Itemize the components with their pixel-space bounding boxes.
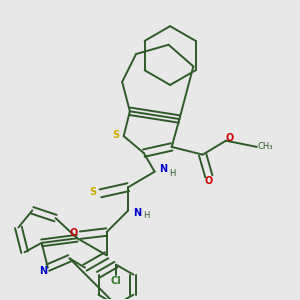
Text: O: O	[69, 228, 78, 238]
Text: H: H	[143, 212, 149, 220]
Text: S: S	[89, 187, 96, 197]
Text: H: H	[169, 169, 176, 178]
Text: S: S	[112, 130, 119, 140]
Text: N: N	[133, 208, 141, 218]
Text: O: O	[225, 133, 234, 142]
Text: N: N	[39, 266, 47, 276]
Text: O: O	[205, 176, 213, 186]
Text: N: N	[159, 164, 167, 174]
Text: Cl: Cl	[111, 276, 121, 286]
Text: CH₃: CH₃	[258, 142, 273, 152]
